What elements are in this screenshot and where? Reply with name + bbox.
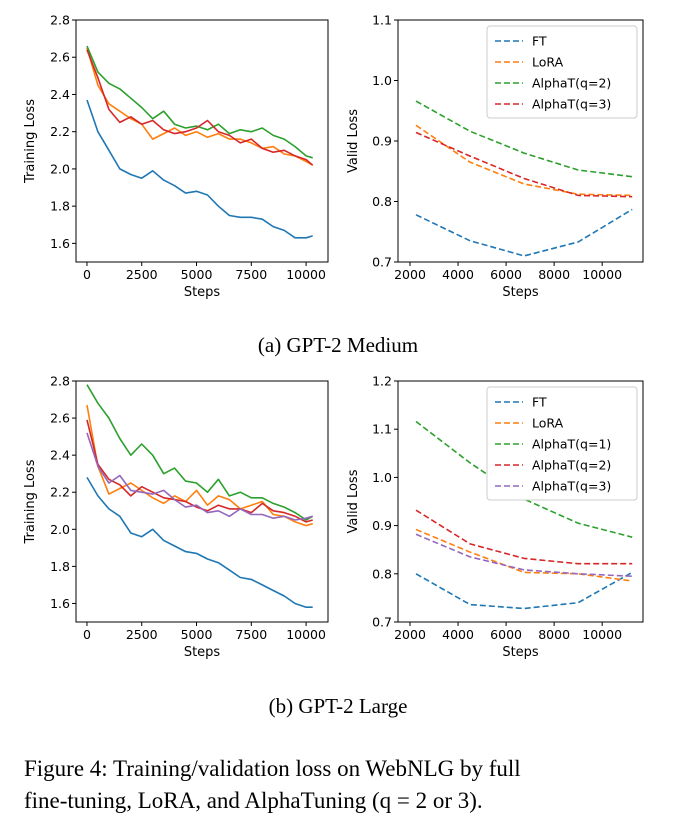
y-tick-label: 2.6 bbox=[50, 411, 70, 426]
y-tick-label: 1.0 bbox=[372, 470, 392, 485]
series-line-lora bbox=[415, 528, 633, 582]
y-axis-label: Training Loss bbox=[23, 99, 38, 184]
y-tick-label: 0.8 bbox=[372, 194, 392, 209]
series-line-ft bbox=[86, 99, 313, 239]
subcaption-b: (b) GPT-2 Large bbox=[269, 694, 408, 718]
y-axis-label: Valid Loss bbox=[346, 469, 361, 533]
plot-frame bbox=[75, 380, 329, 623]
series-line-ft bbox=[415, 208, 633, 257]
subcaption-a: (a) GPT-2 Medium bbox=[258, 333, 418, 357]
x-tick-label: 2500 bbox=[126, 627, 158, 642]
x-tick-label: 6000 bbox=[490, 267, 522, 282]
legend-box bbox=[486, 25, 638, 119]
x-tick-label: 5000 bbox=[181, 267, 213, 282]
y-tick-label: 2.0 bbox=[50, 161, 70, 176]
x-axis-label: Steps bbox=[184, 645, 221, 660]
x-tick-label: 4000 bbox=[442, 267, 474, 282]
y-tick-label: 1.2 bbox=[372, 374, 392, 389]
chart-large-training-loss: 0 2500 5000 7500 10000 1.6 1.8 2.0 2.2 2.4 2.6 2.8 S… bbox=[23, 374, 329, 660]
legend-label-lora: LoRA bbox=[532, 416, 564, 431]
y-axis-label: Valid Loss bbox=[346, 109, 361, 173]
y-tick-label: 2.0 bbox=[50, 522, 70, 537]
x-tick-label: 2500 bbox=[126, 267, 158, 282]
x-tick-label: 7500 bbox=[235, 267, 267, 282]
x-tick-label: 6000 bbox=[490, 627, 522, 642]
x-tick-label: 4000 bbox=[442, 627, 474, 642]
y-tick-label: 1.1 bbox=[372, 422, 392, 437]
x-tick-label: 8000 bbox=[538, 627, 570, 642]
y-tick-label: 2.8 bbox=[50, 13, 70, 28]
legend-label-alphat-q-3: AlphaT(q=3) bbox=[532, 97, 611, 112]
x-tick-label: 10000 bbox=[286, 267, 326, 282]
y-tick-label: 0.7 bbox=[372, 615, 392, 630]
series-line-ft bbox=[415, 571, 633, 610]
y-tick-label: 2.4 bbox=[50, 87, 70, 102]
legend-label-alphat-q-2: AlphaT(q=2) bbox=[532, 458, 611, 473]
y-tick-label: 2.2 bbox=[50, 124, 70, 139]
x-tick-label: 10000 bbox=[286, 627, 326, 642]
legend-label-alphat-q-1: AlphaT(q=1) bbox=[532, 437, 611, 452]
x-tick-label: 5000 bbox=[181, 627, 213, 642]
series-line-lora bbox=[415, 124, 633, 197]
x-tick-label: 10000 bbox=[582, 627, 622, 642]
x-tick-label: 0 bbox=[83, 267, 91, 282]
plot-frame bbox=[75, 19, 329, 263]
y-tick-label: 1.6 bbox=[50, 236, 70, 251]
figure-caption-line-1: Figure 4: Training/validation loss on We… bbox=[24, 756, 521, 781]
y-tick-label: 1.1 bbox=[372, 13, 392, 28]
x-axis-label: Steps bbox=[502, 285, 539, 300]
legend-label-ft: FT bbox=[532, 395, 547, 410]
chart-medium-training-loss: 0 2500 5000 7500 10000 1.6 1.8 2.0 2.2 2.4 2.6 2.8 S… bbox=[23, 13, 329, 300]
figure-caption-line-2: fine-tuning, LoRA, and AlphaTuning (q = … bbox=[24, 788, 483, 813]
legend-label-alphat-q-3: AlphaT(q=3) bbox=[532, 479, 611, 494]
legend-label-lora: LoRA bbox=[532, 55, 564, 70]
y-tick-label: 0.9 bbox=[372, 134, 392, 149]
x-axis-label: Steps bbox=[184, 285, 221, 300]
y-tick-label: 1.8 bbox=[50, 559, 70, 574]
series-line-ft bbox=[86, 476, 313, 609]
chart-medium-valid-loss: 2000 4000 6000 8000 10000 0.7 0.8 0.9 1.0 1.1 Step… bbox=[346, 13, 644, 300]
series-line-alphat-q-3 bbox=[86, 432, 313, 521]
y-tick-label: 2.8 bbox=[50, 374, 70, 389]
x-tick-label: 2000 bbox=[394, 627, 426, 642]
chart-large-valid-loss: 2000 4000 6000 8000 10000 0.7 0.8 0.9 1.0 1.1 1.2 S… bbox=[346, 374, 644, 660]
y-axis-label: Training Loss bbox=[23, 459, 38, 544]
y-tick-label: 0.8 bbox=[372, 566, 392, 581]
series-line-alphat-q-1 bbox=[86, 384, 314, 521]
x-tick-label: 8000 bbox=[538, 267, 570, 282]
x-axis-label: Steps bbox=[502, 645, 539, 660]
series-line-alphat-q-3 bbox=[415, 131, 633, 198]
series-line-alphat-q-1 bbox=[86, 45, 313, 159]
legend-label-alphat-q-2: AlphaT(q=2) bbox=[532, 76, 611, 91]
series-line-alphat-q-2 bbox=[415, 100, 633, 178]
series-line-lora bbox=[86, 47, 314, 166]
plot-frame bbox=[397, 380, 644, 623]
y-tick-label: 1.6 bbox=[50, 596, 70, 611]
y-tick-label: 1.0 bbox=[372, 73, 392, 88]
series-line-alphat-q-2 bbox=[86, 49, 314, 166]
y-tick-label: 1.8 bbox=[50, 199, 70, 214]
x-tick-label: 7500 bbox=[235, 627, 267, 642]
x-tick-label: 10000 bbox=[582, 267, 622, 282]
series-line-alphat-q-1 bbox=[415, 420, 633, 538]
y-tick-label: 2.4 bbox=[50, 448, 70, 463]
y-tick-label: 0.9 bbox=[372, 518, 392, 533]
legend-label-ft: FT bbox=[532, 34, 547, 49]
y-tick-label: 2.6 bbox=[50, 50, 70, 65]
series-line-lora bbox=[86, 404, 313, 527]
x-tick-label: 2000 bbox=[394, 267, 426, 282]
series-line-alphat-q-2 bbox=[415, 509, 633, 565]
x-tick-label: 0 bbox=[83, 627, 91, 642]
legend-box bbox=[486, 386, 638, 501]
y-tick-label: 0.7 bbox=[372, 255, 392, 270]
series-line-alphat-q-3 bbox=[415, 533, 633, 577]
y-tick-label: 2.2 bbox=[50, 485, 70, 500]
